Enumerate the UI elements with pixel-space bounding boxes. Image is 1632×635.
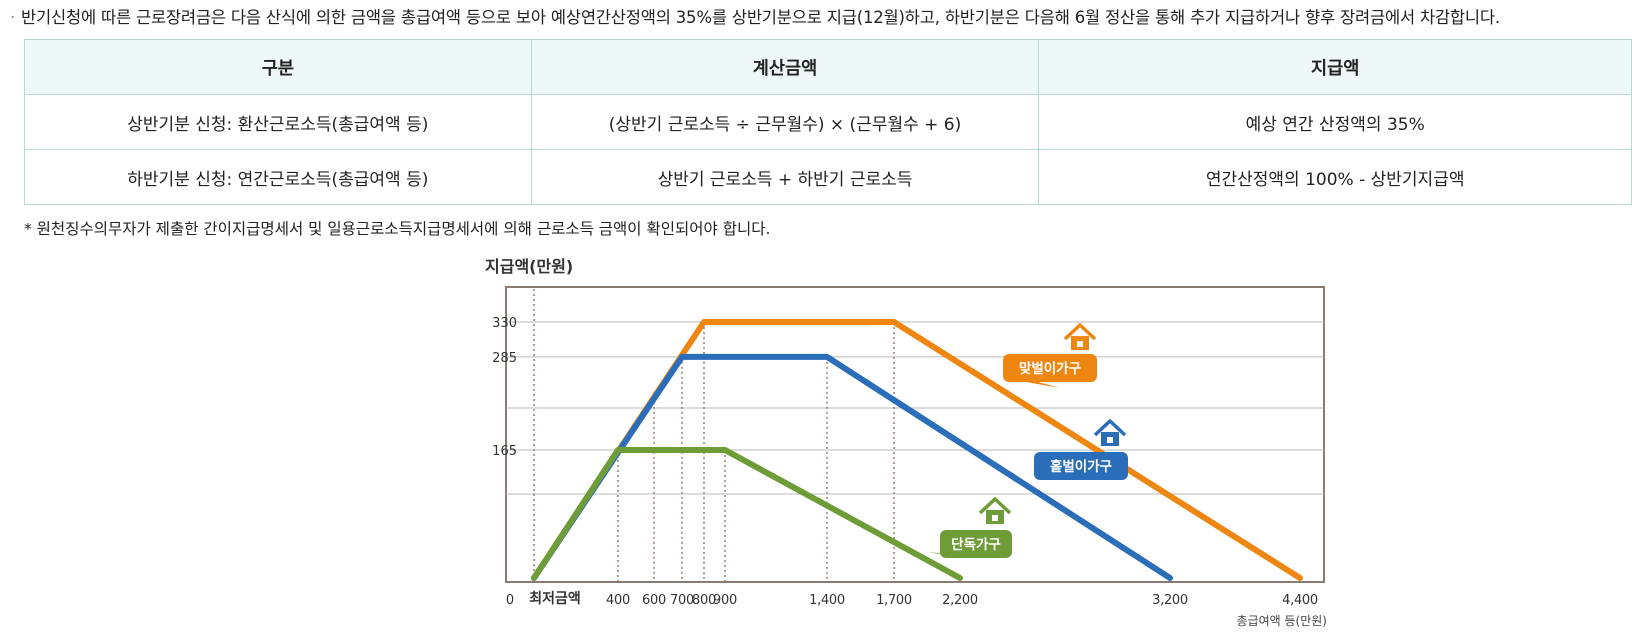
- header-category: 구분: [24, 39, 532, 95]
- footnote: * 원천징수의무자가 제출한 간이지급명세서 및 일용근로소득지급명세서에 의해…: [24, 220, 771, 238]
- x-tick-label: 900: [713, 593, 737, 608]
- series-label-box: [1034, 452, 1128, 480]
- series-label-text: 홑벌이가구: [1050, 458, 1112, 475]
- series-label-box: [1003, 354, 1097, 382]
- series-label-text: 단독가구: [951, 536, 1001, 553]
- x-tick-label: 400: [606, 593, 630, 608]
- header-payment: 지급액: [1038, 39, 1632, 95]
- intro-text: 반기신청에 따른 근로장려금은 다음 산식에 의한 금액을 총급여액 등으로 보…: [21, 8, 1500, 27]
- y-tick-label: 285: [492, 351, 517, 366]
- x-tick-label: 700: [670, 593, 694, 608]
- calculation-table: 구분 계산금액 지급액 상반기분 신청: 환산근로소득(총급여액 등) (상반기…: [24, 39, 1632, 205]
- house-icon-window: [1107, 437, 1113, 443]
- x-tick-label: 1,400: [809, 593, 845, 608]
- cell-category: 하반기분 신청: 연간근로소득(총급여액 등): [24, 149, 532, 205]
- x-tick-label: 600: [642, 593, 666, 608]
- x-tick-label: 800: [692, 593, 716, 608]
- series-label-text: 맞벌이가구: [1019, 360, 1081, 377]
- x-min-label: 최저금액: [529, 590, 581, 607]
- series-label-box: [940, 530, 1012, 558]
- y-tick-label: 330: [492, 316, 517, 331]
- x-tick-label: 2,200: [942, 593, 978, 608]
- cell-calculation: 상반기 근로소득 + 하반기 근로소득: [530, 149, 1040, 205]
- header-calculation: 계산금액: [530, 39, 1040, 95]
- cell-category: 상반기분 신청: 환산근로소득(총급여액 등): [24, 94, 532, 150]
- y-axis-title: 지급액(만원): [485, 257, 573, 276]
- x-axis-title: 총급여액 등(만원): [1237, 614, 1327, 628]
- x-tick-label: 1,700: [876, 593, 912, 608]
- cell-payment: 예상 연간 산정액의 35%: [1038, 94, 1632, 150]
- x-tick-label: 3,200: [1152, 593, 1188, 608]
- house-icon-window: [1077, 341, 1083, 347]
- table-row: 하반기분 신청: 연간근로소득(총급여액 등) 상반기 근로소득 + 하반기 근…: [24, 149, 1632, 205]
- cell-payment: 연간산정액의 100% - 상반기지급액: [1038, 149, 1632, 205]
- intro-paragraph: · 반기신청에 따른 근로장려금은 다음 산식에 의한 금액을 총급여액 등으로 …: [10, 4, 1500, 28]
- house-icon: [978, 497, 1012, 515]
- series-line-단독가구: [531, 447, 963, 581]
- x-origin-label: 0: [506, 593, 514, 608]
- cell-calculation: (상반기 근로소득 ÷ 근무월수) × (근무월수 + 6): [530, 94, 1040, 150]
- x-tick-label: 4,400: [1282, 593, 1318, 608]
- bullet: ·: [10, 8, 16, 27]
- house-icon: [1093, 419, 1127, 437]
- house-icon: [1063, 323, 1097, 341]
- y-tick-label: 165: [492, 444, 517, 459]
- house-icon-window: [992, 515, 998, 521]
- table-header-row: 구분 계산금액 지급액: [24, 39, 1632, 95]
- table-row: 상반기분 신청: 환산근로소득(총급여액 등) (상반기 근로소득 ÷ 근무월수…: [24, 94, 1632, 150]
